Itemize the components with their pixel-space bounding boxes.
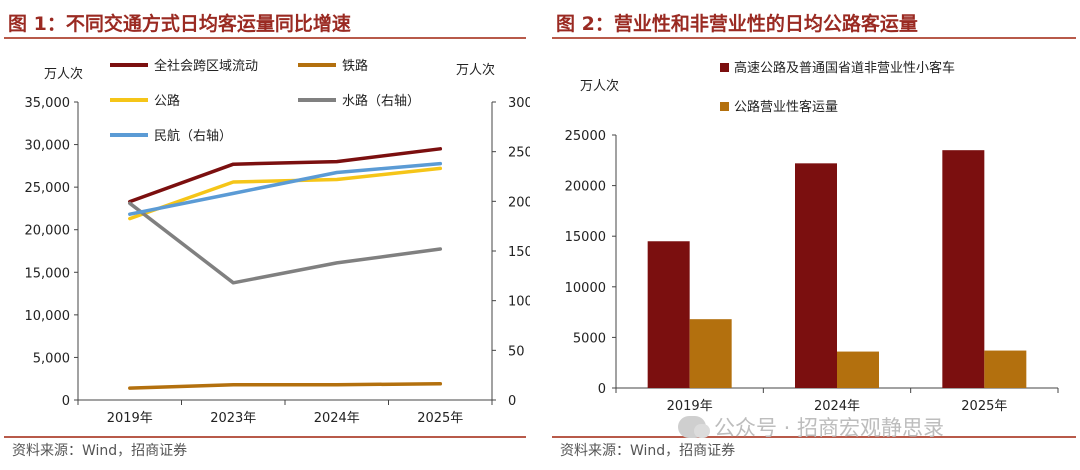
figure-2-top-rule xyxy=(552,37,1076,39)
series-line-2 xyxy=(128,382,443,390)
bar-2 xyxy=(837,351,879,388)
bar-1 xyxy=(942,150,985,388)
right-tick-label: 200 xyxy=(508,195,530,210)
bar-2 xyxy=(984,350,1027,388)
right-tick-label: 100 xyxy=(508,295,530,310)
left-tick-label: 30,000 xyxy=(25,139,71,154)
figure-1-panel: 图 1：不同交通方式日均客运量同比增速 0 5,000 10,000 15,000 20… xyxy=(0,0,530,470)
x-tick-label: 2019年 xyxy=(667,399,713,414)
legend-label: 水路（右轴） xyxy=(342,93,420,109)
legend-label: 全社会跨区域流动 xyxy=(154,58,258,74)
left-tick-label: 0 xyxy=(62,394,70,409)
left-unit-label: 万人次 xyxy=(44,66,83,82)
watermark: 公众号 · 招商宏观静思录 xyxy=(678,412,944,442)
y-tick-label: 0 xyxy=(598,382,606,397)
legend-swatch xyxy=(720,63,729,72)
left-tick-label: 10,000 xyxy=(25,309,71,324)
left-tick-label: 5,000 xyxy=(33,351,70,366)
left-tick-label: 25,000 xyxy=(25,181,71,196)
right-tick-label: 300 xyxy=(508,96,530,111)
figure-2-bottom-rule xyxy=(552,436,1076,438)
line-chart: 0 5,000 10,000 15,000 20,000 25,000 30,000 35,0… xyxy=(25,58,531,426)
y-unit-label: 万人次 xyxy=(580,78,619,94)
x-tick-label: 2019年 xyxy=(107,411,153,426)
bar-1 xyxy=(795,163,837,388)
x-tick-label: 2025年 xyxy=(961,399,1007,414)
x-tick-label: 2025年 xyxy=(417,411,463,426)
right-unit-label: 万人次 xyxy=(456,62,495,78)
left-tick-label: 20,000 xyxy=(25,224,71,239)
legend-swatch xyxy=(720,102,729,111)
watermark-text: 公众号 · 招商宏观静思录 xyxy=(714,416,945,440)
bar-2 xyxy=(689,319,732,388)
bar-chart: 0 5000 10000 15000 20000 25000 万人次 2019年 2024年 20… xyxy=(565,60,1059,414)
right-tick-label: 0 xyxy=(508,394,516,409)
legend-label: 民航（右轴） xyxy=(154,128,232,144)
legend-label: 高速公路及普通国省道非营业性小客车 xyxy=(734,60,955,76)
figure-2-source: 资料来源：Wind，招商证券 xyxy=(560,443,736,459)
series-line-3 xyxy=(128,166,443,221)
figure-2-panel: 图 2：营业性和非营业性的日均公路客运量 0 5000 10000 15000 2000… xyxy=(548,0,1080,470)
figure-1-title: 图 1：不同交通方式日均客运量同比增速 xyxy=(8,13,351,35)
series-line-4 xyxy=(128,201,443,285)
figure-1-source: 资料来源：Wind，招商证券 xyxy=(12,443,188,459)
series-line-1 xyxy=(128,147,443,204)
legend-label: 公路营业性客运量 xyxy=(734,99,838,115)
y-tick-label: 25000 xyxy=(565,129,606,144)
figure-1-bottom-rule xyxy=(4,436,526,438)
right-tick-label: 150 xyxy=(508,245,530,260)
left-tick-label: 15,000 xyxy=(25,266,71,281)
legend-label: 公路 xyxy=(154,93,180,109)
x-tick-label: 2023年 xyxy=(210,411,256,426)
series-line-5 xyxy=(128,161,443,216)
figure-2-title: 图 2：营业性和非营业性的日均公路客运量 xyxy=(556,13,918,35)
right-tick-label: 50 xyxy=(508,344,525,359)
bar-1 xyxy=(647,241,690,388)
y-tick-label: 5000 xyxy=(573,331,606,346)
figure-1-top-rule xyxy=(4,37,526,39)
wechat-icon xyxy=(678,416,710,438)
right-tick-label: 250 xyxy=(508,146,530,161)
y-tick-label: 15000 xyxy=(565,230,606,245)
left-tick-label: 35,000 xyxy=(25,96,71,111)
y-tick-label: 10000 xyxy=(565,281,606,296)
legend-label: 铁路 xyxy=(342,58,368,74)
x-tick-label: 2024年 xyxy=(314,411,360,426)
x-tick-label: 2024年 xyxy=(814,399,860,414)
y-tick-label: 20000 xyxy=(565,180,606,195)
